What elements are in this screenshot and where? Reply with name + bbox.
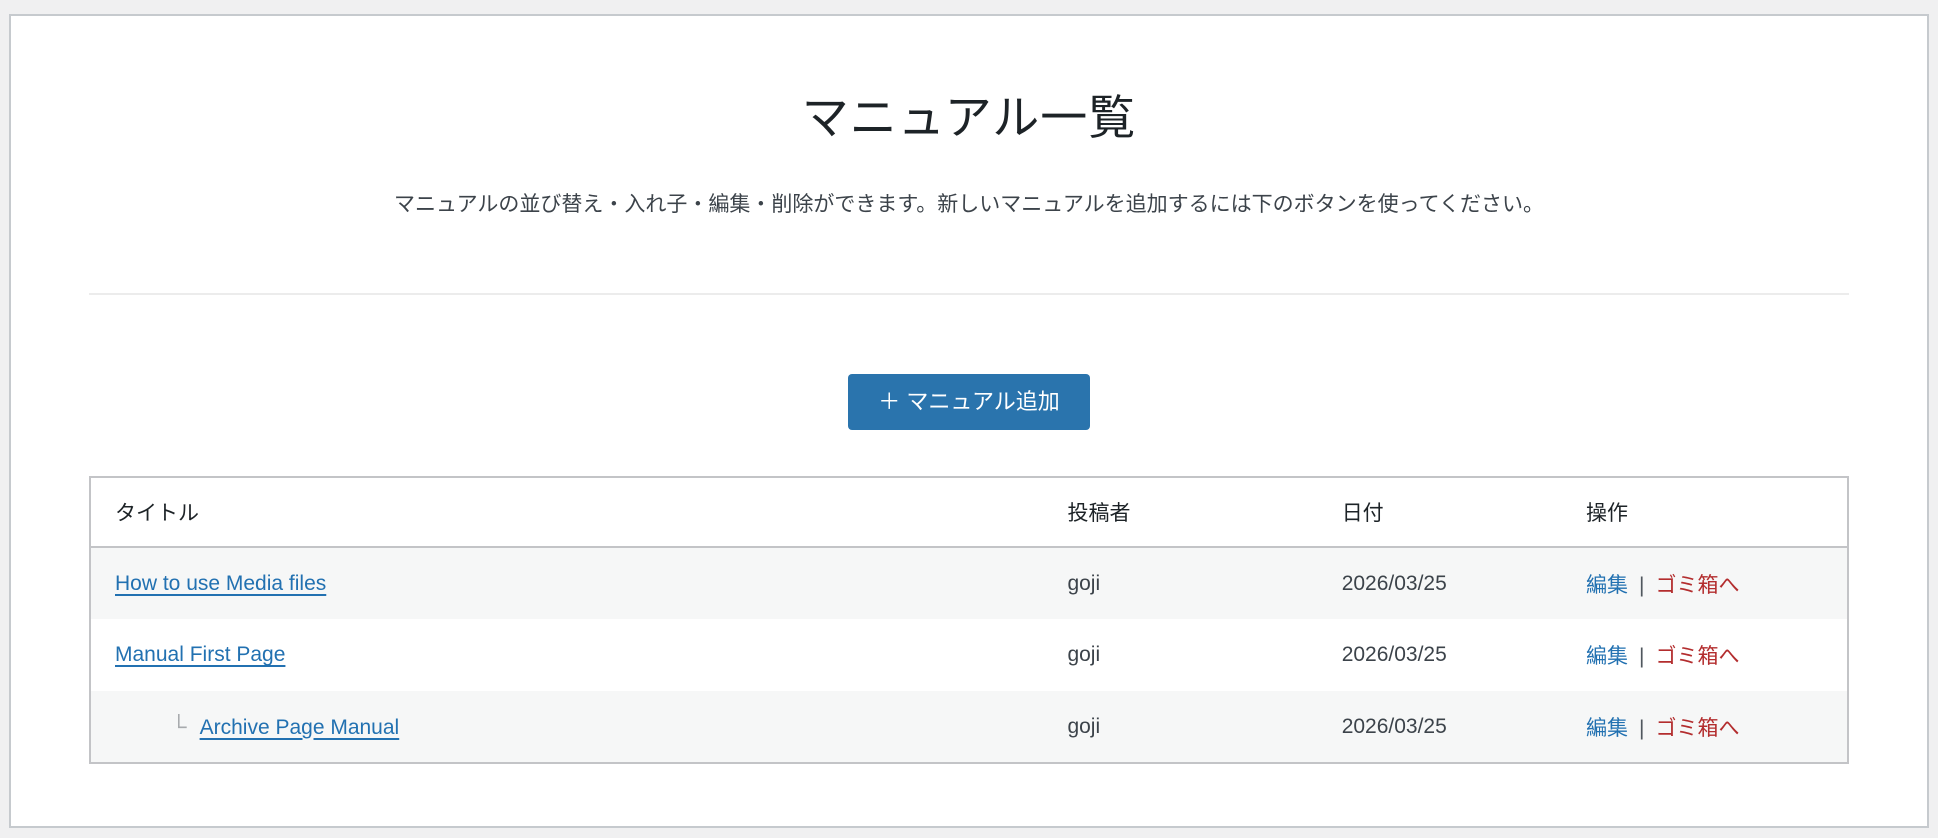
action-separator: | — [1639, 645, 1645, 668]
trash-link[interactable]: ゴミ箱へ — [1655, 645, 1740, 668]
page-title: マニュアル一覧 — [801, 91, 1137, 144]
author-cell: goji — [1067, 714, 1101, 738]
panel-content: マニュアル一覧 マニュアルの並び替え・入れ子・編集・削除ができます。新しいマニュ… — [11, 90, 1927, 764]
actions-cell: 編集 | ゴミ箱へ — [1586, 619, 1848, 691]
table-row-child: └ Archive Page Manual goji 2026/03/25 編集 |… — [90, 691, 1848, 763]
table-header-row: タイトル 投稿者 日付 操作 — [90, 477, 1848, 548]
column-header-date: 日付 — [1341, 477, 1587, 548]
date-cell: 2026/03/25 — [1341, 714, 1447, 738]
table-row: Manual First Page goji 2026/03/25 編集 | ゴミ箱… — [90, 619, 1848, 691]
page-description: マニュアルの並び替え・入れ子・編集・削除ができます。新しいマニュアルを追加するに… — [394, 193, 1544, 216]
action-separator: | — [1639, 573, 1645, 597]
author-cell: goji — [1067, 571, 1101, 595]
author-cell: goji — [1067, 643, 1101, 666]
column-header-title: タイトル — [90, 477, 1068, 548]
section-divider — [89, 293, 1849, 295]
trash-link[interactable]: ゴミ箱へ — [1655, 573, 1740, 597]
child-indent-icon: └ — [171, 713, 187, 739]
table-row: How to use Media files goji 2026/03/25 編… — [90, 547, 1848, 619]
column-header-actions: 操作 — [1586, 477, 1848, 548]
actions-cell: 編集 | ゴミ箱へ — [1586, 547, 1848, 619]
toolbar: ＋ マニュアル追加 — [89, 374, 1849, 430]
actions-cell: 編集 | ゴミ箱へ — [1586, 691, 1848, 763]
edit-link[interactable]: 編集 — [1586, 645, 1629, 668]
manual-title-link[interactable]: Archive Page Manual — [199, 715, 400, 739]
manual-list-panel: マニュアル一覧 マニュアルの並び替え・入れ子・編集・削除ができます。新しいマニュ… — [9, 14, 1929, 828]
column-header-author: 投稿者 — [1067, 477, 1342, 548]
trash-link[interactable]: ゴミ箱へ — [1655, 716, 1740, 740]
edit-link[interactable]: 編集 — [1586, 573, 1629, 597]
action-separator: | — [1639, 716, 1645, 740]
manual-table: タイトル 投稿者 日付 操作 How to use Media files go… — [89, 476, 1849, 764]
manual-title-link[interactable]: Manual First Page — [115, 643, 286, 666]
add-manual-button[interactable]: ＋ マニュアル追加 — [848, 374, 1090, 430]
manual-title-link[interactable]: How to use Media files — [115, 571, 327, 595]
edit-link[interactable]: 編集 — [1586, 716, 1629, 740]
date-cell: 2026/03/25 — [1341, 643, 1447, 666]
date-cell: 2026/03/25 — [1341, 571, 1447, 595]
